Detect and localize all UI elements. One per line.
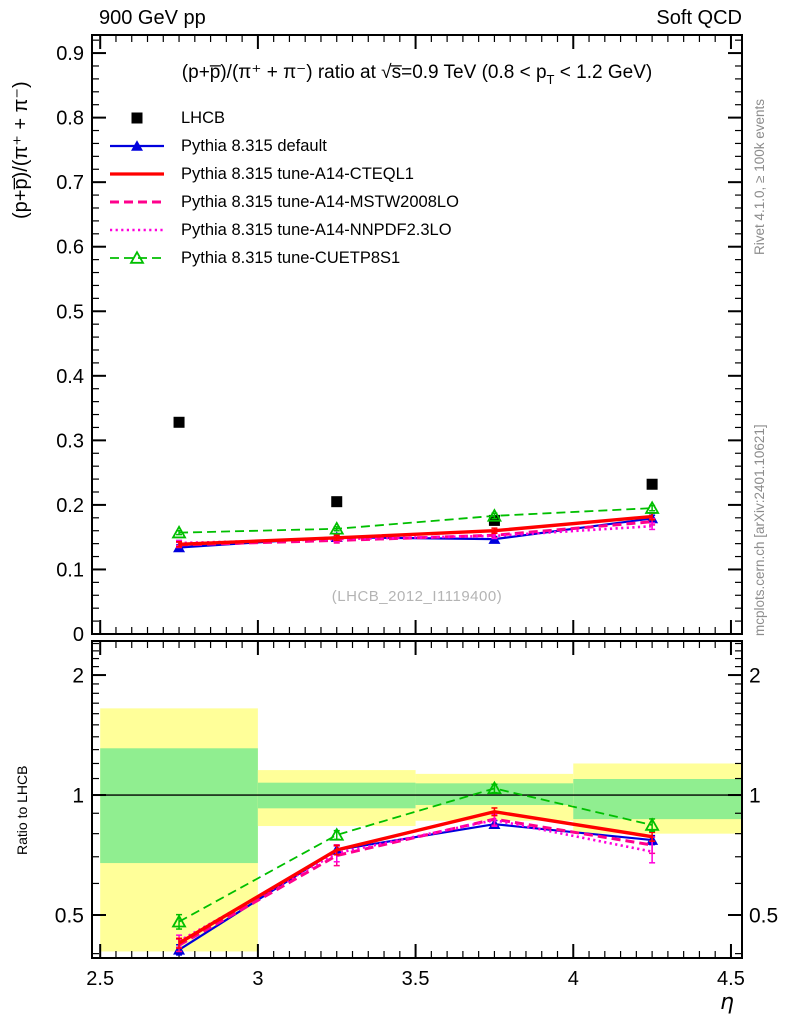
triangle-open-marker-icon xyxy=(110,250,164,264)
legend: LHCB Pythia 8.315 default Pythia 8.315 tun… xyxy=(108,104,459,272)
svg-text:0: 0 xyxy=(73,624,84,646)
series-top-0 xyxy=(173,416,658,526)
main-y-axis-label: (p+p̅)/(π⁺ + π⁻) xyxy=(10,81,32,219)
svg-text:1: 1 xyxy=(749,784,761,807)
svg-text:2: 2 xyxy=(749,664,761,687)
plot-title-tail: < 1.2 GeV) xyxy=(554,62,653,83)
series-ratio-2 xyxy=(176,807,656,949)
series-top-1 xyxy=(173,512,659,553)
svg-text:0.2: 0.2 xyxy=(56,495,84,517)
legend-item: Pythia 8.315 tune-CUETP8S1 xyxy=(108,244,459,272)
legend-label: LHCB xyxy=(181,108,226,127)
svg-text:3: 3 xyxy=(252,968,263,990)
line-marker-icon xyxy=(110,228,164,232)
process-group-label: Soft QCD xyxy=(656,7,742,29)
svg-text:0.7: 0.7 xyxy=(56,172,84,194)
legend-label: Pythia 8.315 tune-CUETP8S1 xyxy=(181,248,401,267)
plot-title-subscript: T xyxy=(546,72,555,87)
band-inner xyxy=(100,748,258,864)
rivet-version-note: Rivet 4.1.0, ≥ 100k events xyxy=(752,99,767,255)
legend-item: Pythia 8.315 tune-A14-MSTW2008LO xyxy=(108,188,459,216)
svg-text:2: 2 xyxy=(72,664,84,687)
svg-text:0.5: 0.5 xyxy=(56,301,84,323)
svg-text:0.3: 0.3 xyxy=(56,430,84,452)
svg-text:0.8: 0.8 xyxy=(56,108,84,130)
band-inner xyxy=(415,783,574,806)
analysis-id-watermark: (LHCB_2012_I1119400) xyxy=(331,588,503,605)
legend-item: Pythia 8.315 tune-A14-CTEQL1 xyxy=(108,160,459,188)
legend-label: Pythia 8.315 tune-A14-MSTW2008LO xyxy=(181,192,459,211)
svg-text:0.9: 0.9 xyxy=(56,43,84,65)
legend-item: Pythia 8.315 tune-A14-NNPDF2.3LO xyxy=(108,216,459,244)
series-ratio-5 xyxy=(171,780,660,930)
svg-text:4: 4 xyxy=(568,968,579,990)
svg-text:0.5: 0.5 xyxy=(749,904,778,927)
x-axis-label: η xyxy=(720,990,734,1015)
svg-text:0.6: 0.6 xyxy=(56,237,84,259)
legend-label: Pythia 8.315 tune-A14-CTEQL1 xyxy=(181,164,414,183)
triangle-filled-marker-icon xyxy=(110,140,164,151)
svg-text:0.1: 0.1 xyxy=(56,559,84,581)
plot-title-text: (p+p̅)/(π⁺ + π⁻) ratio at √s̅=0.9 TeV (0… xyxy=(181,62,547,83)
legend-item: Pythia 8.315 default xyxy=(108,132,459,160)
svg-text:0.5: 0.5 xyxy=(55,904,84,927)
mcplots-arxiv-note: mcplots.cern.ch [arXiv:2401.10621] xyxy=(752,424,767,636)
series-top-5 xyxy=(171,500,660,539)
ratio-y-axis-label: Ratio to LHCB xyxy=(14,765,30,855)
axis-ticks: 2.5 3 3.5 4 4.5 0 0.1 0.2 0.3 0.4 0.5 0.6 0.7 0.8 0.9 0… xyxy=(55,35,778,990)
line-marker-icon xyxy=(110,172,164,176)
line-marker-icon xyxy=(110,200,164,204)
legend-label: Pythia 8.315 default xyxy=(181,136,327,155)
panel-frames xyxy=(91,34,743,959)
svg-text:2.5: 2.5 xyxy=(86,968,114,990)
plot-title: (p+p̅)/(π⁺ + π⁻) ratio at √s̅=0.9 TeV (0… xyxy=(92,61,742,87)
svg-text:3.5: 3.5 xyxy=(402,968,430,990)
svg-text:4.5: 4.5 xyxy=(717,968,745,990)
legend-item: LHCB xyxy=(108,104,459,132)
svg-text:0.4: 0.4 xyxy=(56,366,84,388)
legend-label: Pythia 8.315 tune-A14-NNPDF2.3LO xyxy=(181,220,452,239)
beam-energy-label: 900 GeV pp xyxy=(99,7,206,29)
series-top-2 xyxy=(176,512,656,548)
square-filled-marker-icon xyxy=(131,112,143,124)
svg-text:1: 1 xyxy=(72,784,84,807)
